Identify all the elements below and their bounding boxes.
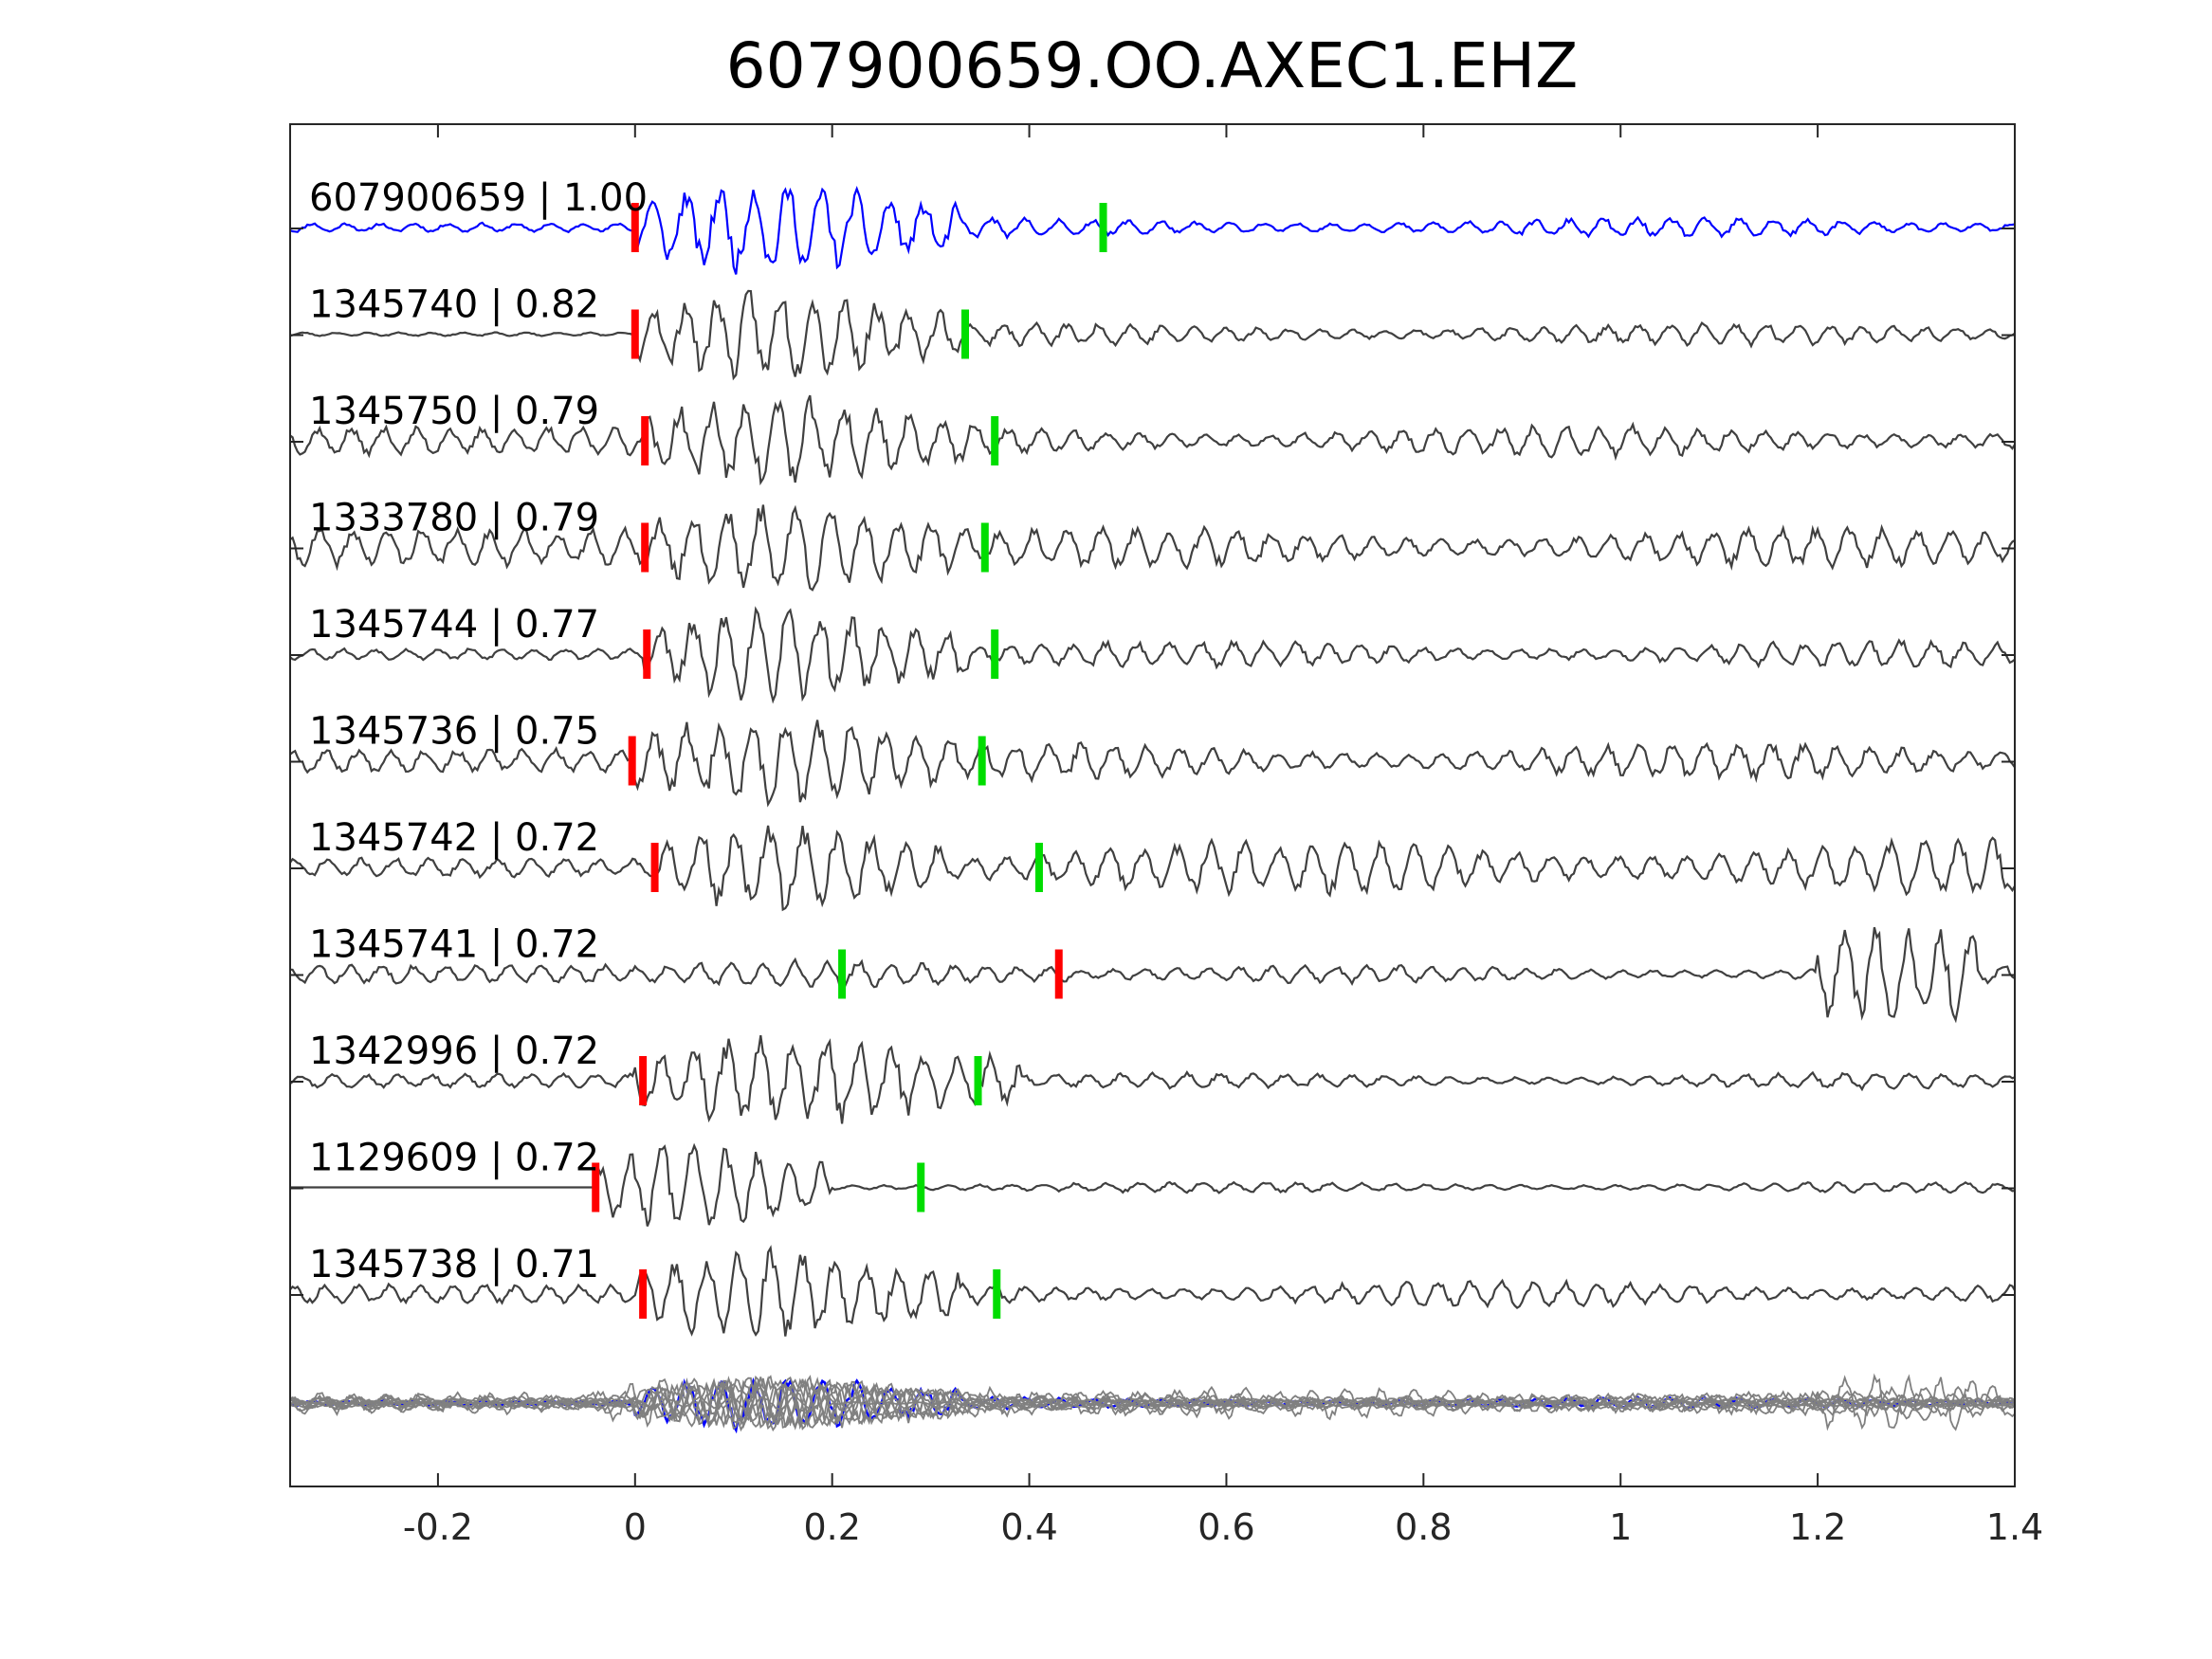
trace-label-1345750: 1345750 | 0.79 — [309, 390, 599, 433]
trace-line-1333780 — [289, 504, 2016, 592]
trace-line-1345736 — [289, 720, 2016, 808]
waveform-traces — [289, 186, 2016, 1337]
stack-line-1129609 — [290, 1377, 2016, 1428]
trace-label-1345736: 1345736 | 0.75 — [309, 710, 599, 754]
chart-title: 607900659.OO.AXEC1.EHZ — [726, 29, 1579, 102]
x-tick-label: 0.8 — [1395, 1506, 1452, 1548]
trace-label-1129609: 1129609 | 0.72 — [309, 1137, 599, 1180]
stack-line-1345738 — [289, 1375, 2016, 1429]
trace-label-1345738: 1345738 | 0.71 — [309, 1243, 599, 1286]
trace-line-1345741 — [289, 926, 2016, 1024]
trace-label-1345744: 1345744 | 0.77 — [309, 603, 599, 647]
trace-label-1345740: 1345740 | 0.82 — [309, 283, 599, 327]
trace-line-1342996 — [289, 1035, 2016, 1124]
x-axis-ticks: -0.2 0 0.2 0.4 0.6 0.8 1 1.2 1.4 — [403, 124, 2043, 1548]
trace-label-607900659: 607900659 | 1.00 — [309, 176, 648, 220]
trace-line-1345742 — [289, 825, 2016, 912]
x-tick-label: -0.2 — [403, 1506, 473, 1548]
stack-line-1333780 — [289, 1377, 2016, 1430]
trace-line-1345744 — [289, 606, 2016, 704]
x-tick-label: 1 — [1609, 1506, 1632, 1548]
trace-line-1129609 — [290, 1142, 2016, 1227]
trace-label-1345742: 1345742 | 0.72 — [309, 816, 599, 860]
x-tick-label: 1.4 — [1986, 1506, 2043, 1548]
trace-label-1345741: 1345741 | 0.72 — [309, 923, 599, 967]
trace-label-1342996: 1342996 | 0.72 — [309, 1030, 599, 1073]
trace-line-1345740 — [289, 289, 2016, 381]
x-tick-label: 0.4 — [1000, 1506, 1057, 1548]
y-axis-ticks — [290, 228, 2015, 1296]
stacked-waveforms — [289, 1373, 2016, 1434]
trace-line-1345750 — [289, 394, 2016, 486]
x-tick-label: 0.6 — [1197, 1506, 1254, 1548]
trace-line-1345738 — [289, 1245, 2016, 1337]
trace-label-1333780: 1333780 | 0.79 — [309, 497, 599, 540]
trace-line-607900659 — [289, 186, 2016, 275]
stack-line-1342996 — [289, 1376, 2016, 1429]
x-tick-label: 1.2 — [1789, 1506, 1846, 1548]
x-tick-label: 0 — [624, 1506, 647, 1548]
axes-box — [289, 123, 2016, 1487]
trace-labels: 607900659 | 1.00 1345740 | 0.82 1345750 | … — [309, 176, 648, 1286]
x-tick-label: 0.2 — [803, 1506, 860, 1548]
phase-picks — [592, 203, 1107, 1319]
